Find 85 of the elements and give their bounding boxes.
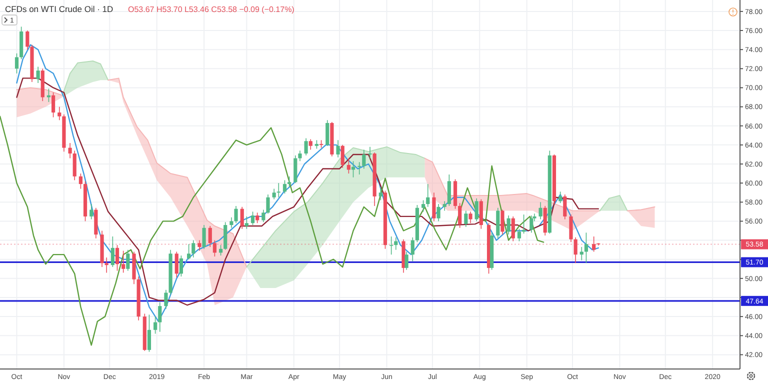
candlestick <box>36 66 40 84</box>
candlestick <box>464 210 468 228</box>
candlestick <box>442 200 446 212</box>
candlestick <box>276 182 280 198</box>
candlestick <box>500 209 504 235</box>
line-series <box>108 78 248 268</box>
candlestick <box>358 162 362 175</box>
candlestick <box>256 212 260 224</box>
candlestick <box>474 198 478 222</box>
candlestick <box>244 216 248 230</box>
candlestick <box>26 30 30 50</box>
candlestick <box>580 246 584 261</box>
candlestick <box>90 204 94 220</box>
candlestick <box>179 255 183 277</box>
candlestick <box>404 251 408 270</box>
candlestick <box>68 142 72 159</box>
candlestick <box>378 186 382 201</box>
candlestick <box>574 237 578 264</box>
candlestick <box>212 240 216 257</box>
candlestick <box>421 200 426 212</box>
candlestick <box>234 206 238 224</box>
candlestick <box>517 228 522 242</box>
candlestick <box>326 120 330 146</box>
candlestick <box>51 92 56 118</box>
candlestick <box>308 138 312 150</box>
candlestick <box>224 222 228 250</box>
candlestick <box>394 237 398 250</box>
candlestick <box>272 188 276 200</box>
candlestick <box>262 209 266 223</box>
candlestick <box>147 314 152 352</box>
candlestick <box>122 250 126 274</box>
candlestick <box>202 224 206 250</box>
candlestick <box>46 88 51 102</box>
candlestick <box>558 191 562 204</box>
candlestick <box>569 214 573 243</box>
candlestick <box>110 236 114 268</box>
candlestick <box>58 106 62 121</box>
candlestick <box>208 226 212 248</box>
candlestick <box>426 184 430 208</box>
candlestick <box>592 236 596 252</box>
candlestick <box>340 144 344 168</box>
candlestick <box>294 155 298 184</box>
line-series <box>246 146 426 268</box>
candlestick <box>304 138 308 156</box>
line-series <box>0 116 544 346</box>
candlestick <box>198 240 202 252</box>
candlestick <box>346 158 350 174</box>
candlestick <box>584 232 588 264</box>
candlestick <box>104 257 108 274</box>
candlestick <box>479 198 483 230</box>
candlestick <box>282 180 287 194</box>
candlestick <box>158 302 162 332</box>
candlestick <box>530 215 534 234</box>
candlestick <box>506 215 510 235</box>
candlestick <box>298 150 302 162</box>
candlestick <box>432 192 436 222</box>
candlestick <box>250 211 255 226</box>
candlestick <box>192 240 196 258</box>
candlestick <box>468 211 472 224</box>
candlestick <box>336 140 340 158</box>
candlestick <box>115 244 120 272</box>
candlestick <box>78 173 82 190</box>
candlestick <box>563 194 567 220</box>
candlestick <box>288 176 292 188</box>
candlestick <box>126 249 130 272</box>
candlestick <box>164 289 168 310</box>
candlestick <box>266 194 270 214</box>
candlestick <box>511 216 515 242</box>
candlestick <box>187 244 191 260</box>
candlestick <box>390 236 394 255</box>
candlestick <box>72 150 76 181</box>
text: CFDs on WTI Crude Oil · 1D <box>5 4 114 14</box>
text: O53.67 H53.70 L53.46 C53.58 −0.09 (−0.17%) <box>128 5 295 14</box>
candlestick <box>14 52 19 74</box>
candlestick <box>154 316 158 334</box>
candlestick <box>230 216 234 228</box>
candlestick <box>447 174 451 206</box>
candlestick <box>240 206 244 230</box>
candlestick <box>538 202 542 220</box>
candlestick <box>436 204 440 222</box>
candlestick <box>410 237 414 262</box>
candlestick <box>174 251 178 278</box>
candlestick <box>458 202 462 228</box>
candlestick <box>368 146 372 159</box>
candlestick <box>362 149 366 170</box>
